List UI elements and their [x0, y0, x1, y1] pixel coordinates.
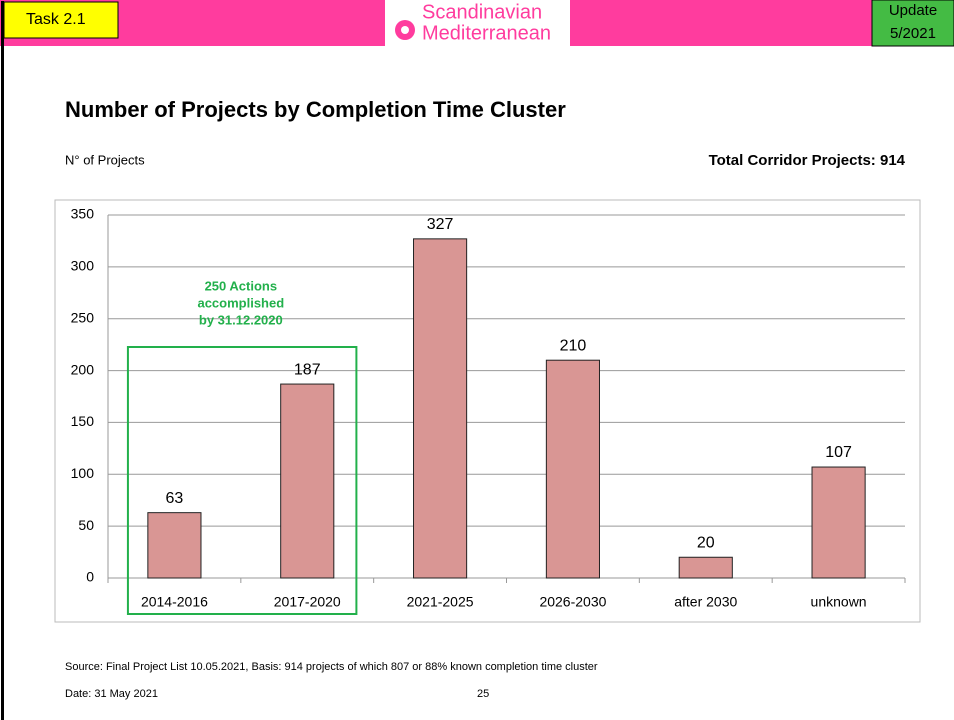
y-tick-label: 250 — [71, 309, 95, 325]
highlight-box — [126, 346, 358, 615]
data-label: 63 — [166, 490, 184, 507]
y-tick-label: 0 — [86, 569, 94, 585]
y-axis-label: N° of Projects — [65, 152, 145, 167]
data-label: 327 — [427, 216, 454, 233]
data-label: 107 — [825, 444, 852, 461]
y-tick-label: 350 — [71, 206, 95, 222]
logo-text: Mediterranean — [422, 22, 551, 44]
x-tick-label: 2017-2020 — [274, 594, 341, 610]
x-tick-label: 2026-2030 — [539, 594, 606, 610]
x-tick-label: unknown — [811, 594, 867, 610]
annotation: 250 Actions — [205, 278, 278, 293]
annotation: by 31.12.2020 — [199, 312, 283, 327]
bar — [678, 556, 733, 579]
left-border — [1, 1, 4, 720]
page-number: 25 — [477, 688, 489, 700]
update-date: 5/2021 — [890, 25, 936, 42]
logo-icon-center — [401, 26, 409, 34]
x-tick-label: 2021-2025 — [407, 594, 474, 610]
logo-area — [385, 0, 570, 46]
chart-title: Number of Projects by Completion Time Cl… — [65, 97, 566, 122]
data-label: 210 — [560, 337, 587, 354]
annotation: accomplished — [197, 295, 284, 310]
bar — [147, 512, 202, 579]
y-tick-label: 300 — [71, 258, 95, 274]
y-tick-label: 100 — [71, 465, 95, 481]
task-box — [3, 1, 119, 39]
bar — [545, 359, 600, 579]
data-label: 187 — [294, 361, 321, 378]
bar — [413, 238, 468, 579]
y-tick-label: 50 — [78, 517, 94, 533]
logo-text: Scandinavian — [422, 1, 542, 23]
update-label: Update — [889, 2, 937, 19]
bar — [280, 383, 335, 579]
y-tick-label: 200 — [71, 361, 95, 377]
task-label: Task 2.1 — [26, 11, 86, 28]
update-box — [871, 0, 954, 47]
data-label: 20 — [697, 534, 715, 551]
y-tick-label: 150 — [71, 413, 95, 429]
date: Date: 31 May 2021 — [65, 688, 158, 700]
subtitle: Total Corridor Projects: 914 — [709, 152, 906, 169]
x-tick-label: after 2030 — [674, 594, 737, 610]
source: Source: Final Project List 10.05.2021, B… — [65, 661, 598, 673]
bar — [811, 466, 866, 579]
x-tick-label: 2014-2016 — [141, 594, 208, 610]
